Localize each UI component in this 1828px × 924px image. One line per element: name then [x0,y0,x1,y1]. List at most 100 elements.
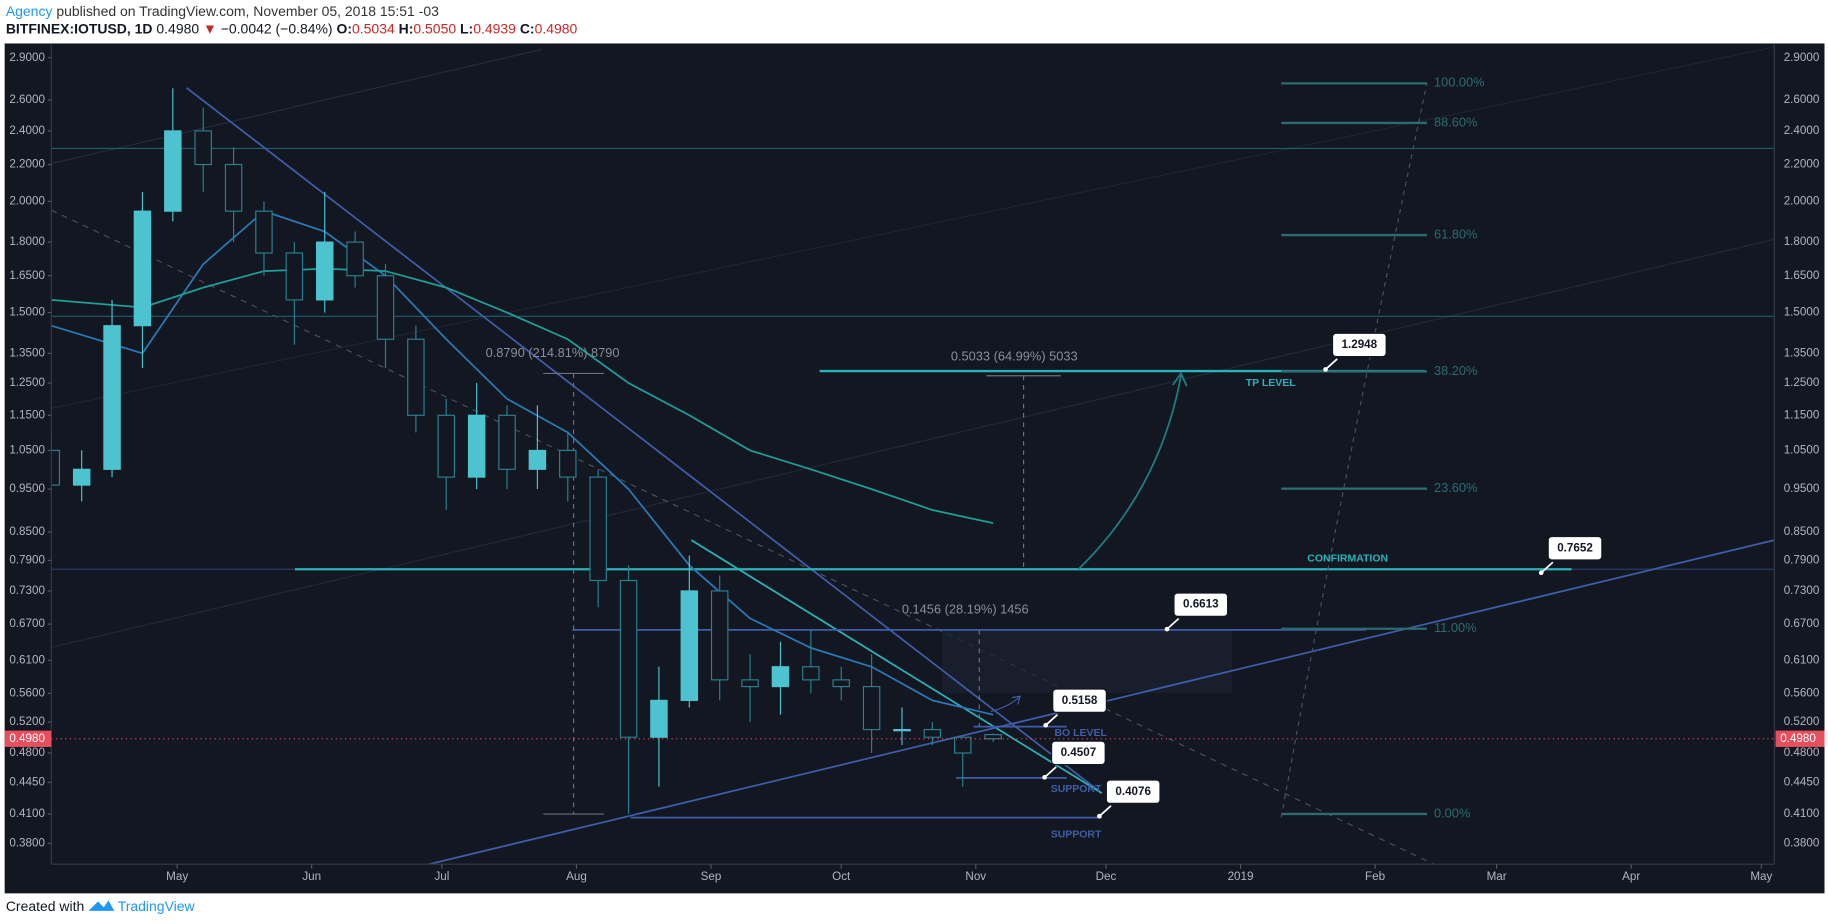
logo [88,900,115,911]
y-tick-label: 0.7300 [9,584,45,597]
candle-body [376,275,395,340]
candle-body [862,685,881,731]
candle-body [832,679,850,688]
candle-body [893,728,911,732]
x-tick-label: Sep [701,870,722,883]
l: 0.4939 [473,20,516,36]
candle-body [194,130,212,166]
y-tick-label: 2.2000 [1784,158,1820,171]
y-tick-label: 1.5000 [9,306,45,319]
x-tick-label: May [1750,870,1772,883]
y-tick-label: 0.6700 [1784,617,1820,630]
author: Agency [6,3,53,19]
candle-body [589,476,607,582]
c: 0.4980 [535,20,578,36]
y-tick-label: 2.6000 [1784,93,1820,106]
y-tick-label: 0.4100 [1784,807,1820,820]
candle-body [224,163,243,212]
candle-body [72,468,91,486]
y-tick-label: 0.7300 [1784,584,1820,597]
y-tick-label: 1.1500 [9,408,45,421]
callout-label: 0.6613 [1183,598,1219,611]
y-tick-label: 0.4800 [9,746,45,759]
candle-body [650,699,668,738]
level-note: TP LEVEL [1246,378,1297,389]
l-label: L: [460,20,473,36]
candle-body [164,130,182,212]
callout-label: 0.4507 [1061,746,1097,759]
y-tick-label: 2.0000 [9,194,45,207]
channel-line [51,238,1775,648]
candle-body [771,666,790,688]
symbol-line: BITFINEX:IOTUSD, 1D 0.4980 ▼ −0.0042 (−0… [6,20,578,36]
y-tick-label: 0.4450 [9,775,45,788]
x-tick-label: Feb [1365,870,1385,883]
callout-pointer [1043,766,1057,779]
candle-body [255,210,273,254]
y-tick-label: 0.6100 [9,653,45,666]
mid-line [51,209,1435,865]
last-price-tag [1775,730,1825,747]
direction: ▼ [203,20,217,36]
level-note: CONFIRMATION [1307,554,1388,565]
fib-label: 11.00% [1434,620,1477,635]
candle-body [680,590,699,701]
candle-body [315,241,334,301]
callout-label: 0.5158 [1062,694,1098,707]
candle-body [133,210,152,327]
measure-label: 0.8790 (214.81%) 8790 [486,345,620,360]
candle-body [619,579,638,738]
footer-brand[interactable]: TradingView [118,898,196,914]
callout-box [1547,536,1603,561]
y-tick-label: 0.9500 [9,482,45,495]
o: 0.5034 [352,20,395,36]
y-tick-label: 0.6700 [9,617,45,630]
y-tick-label: 0.4450 [1784,775,1820,788]
y-tick-label: 2.6000 [9,93,45,106]
y-tick-label: 0.8500 [1784,525,1820,538]
arc-arrow [1077,375,1182,570]
callout-box [1050,740,1106,766]
trend-line [690,539,1103,794]
last-price-tag [4,730,52,747]
y-tick-label: 1.6500 [9,269,45,282]
level-note: SUPPORT [1051,830,1102,841]
y-tick-label: 2.9000 [1784,51,1820,64]
y-tick-label: 2.2000 [9,158,45,171]
y-tick-label: 1.5000 [1784,306,1820,319]
arrow-head [1172,371,1188,387]
channel-line [51,46,1775,409]
candle-body [710,590,729,681]
x-tick-label: Nov [965,870,986,883]
y-tick-label: 1.8000 [9,235,45,248]
y-tick-label: 1.8000 [1784,235,1820,248]
bo-arrow [990,695,1021,713]
callout-box [1105,779,1161,804]
callout-pointer [1045,714,1058,726]
callout-box [1173,592,1229,617]
x-tick-label: Jul [434,870,449,883]
candle-body [528,449,547,470]
callout-label: 0.4076 [1115,785,1151,798]
y-tick-label: 1.0500 [1784,444,1820,457]
fib-label: 38.20% [1434,363,1477,378]
drawings [51,46,1775,865]
plot: 100.00% 88.60% 61.80% 38.20% 23.60% 11.00% 0.0… [51,75,1485,820]
measure-label: 0.1456 (28.19%) 1456 [902,601,1029,616]
candle-body [498,414,516,470]
y-tick-label: 2.9000 [9,51,45,64]
callout-pointer [1324,358,1338,371]
callout-pointer [1098,805,1112,817]
y-tick-label: 1.2500 [1784,376,1820,389]
y-tick-label: 0.7900 [1784,553,1820,566]
published: published on TradingView.com, November 0… [56,3,439,19]
callout-label: 1.2948 [1342,338,1378,351]
y-tick-label: 0.3800 [1784,836,1820,849]
candle-body [103,325,121,470]
y-tick-label: 0.9500 [1784,482,1820,495]
trend-line [185,87,1103,794]
candle-body [923,728,942,738]
callout-label: 0.7652 [1557,541,1593,554]
x-tick-label: May [166,870,188,883]
